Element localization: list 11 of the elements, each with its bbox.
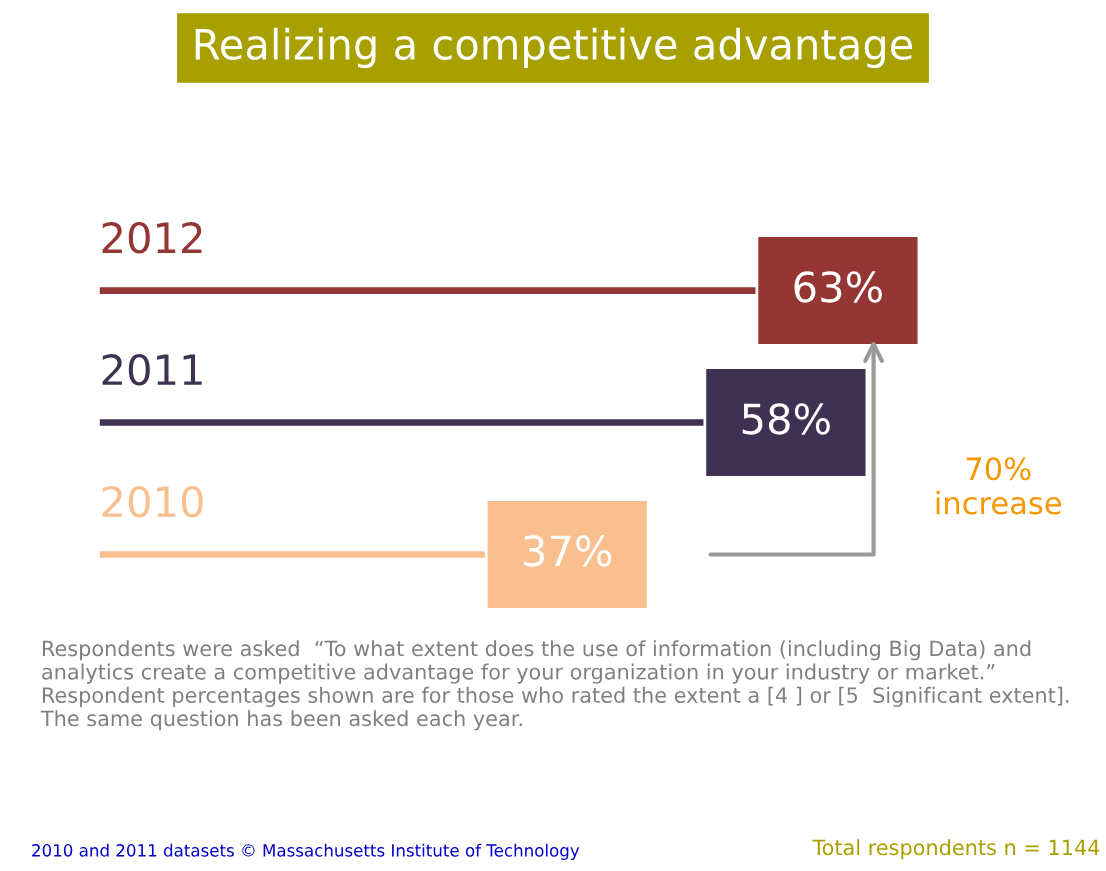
y-tick-label: 2011 <box>102 353 202 386</box>
y-tick-label: 2012 <box>102 221 202 254</box>
y-tick-label: 2010 <box>102 485 203 518</box>
text: Total respondents n = 1144 <box>812 839 1100 860</box>
text: Respondents were asked “To what extent does the use of information (including Big Data) and analytics create a competitive advantage for your organization in your industry or market.” Respondent percentages shown are for those who rated the extent a [4 ] or [5 Significant extent]. The same question has been asked each year. <box>40 640 1069 731</box>
text: 70% increase <box>936 457 1061 515</box>
data-label: 63% <box>794 271 882 303</box>
data-label: 37% <box>524 535 612 567</box>
text: 2010 and 2011 datasets © Massachusetts Institute of Technology <box>32 843 580 860</box>
chart-title: Realizing a competitive advantage <box>195 27 913 69</box>
data-label: 58% <box>742 403 830 435</box>
